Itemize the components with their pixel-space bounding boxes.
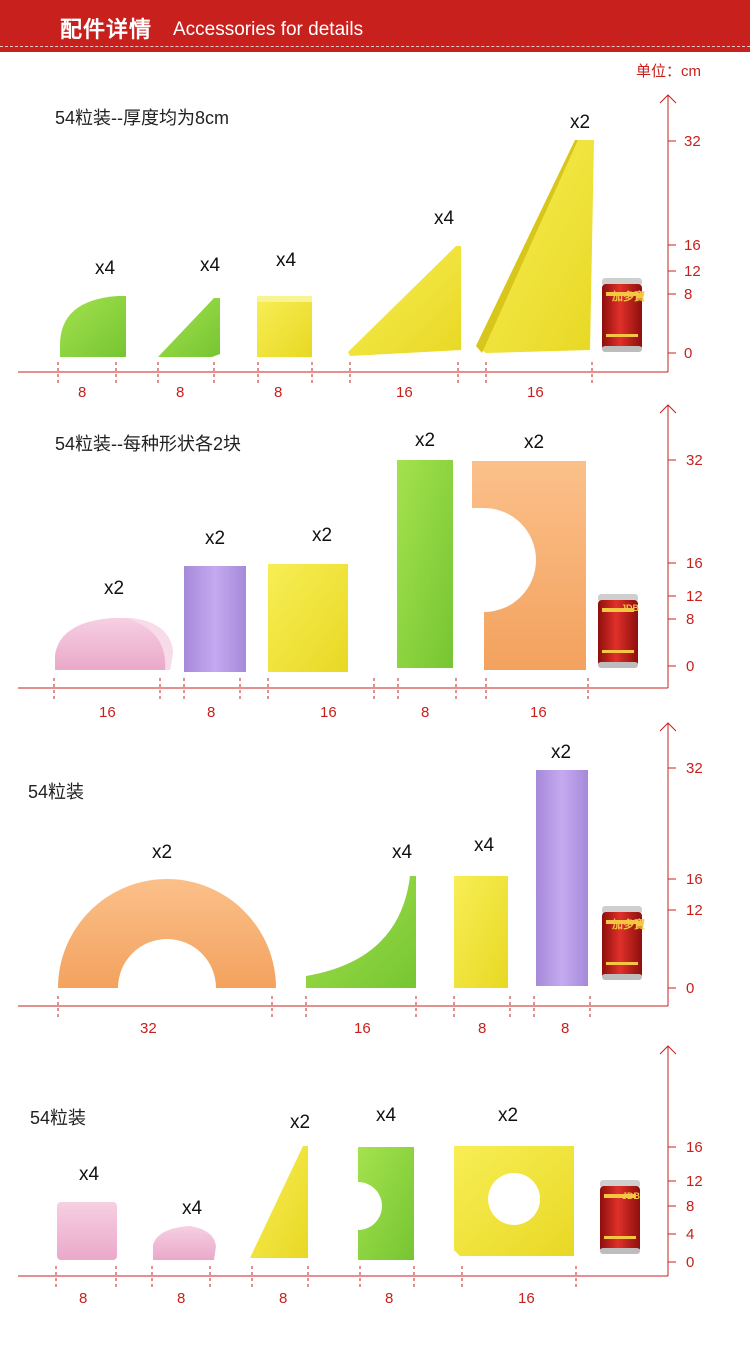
hole-cube-block xyxy=(454,1146,574,1256)
dimension-label: 32 xyxy=(140,1020,157,1037)
concave-ramp-block xyxy=(306,876,416,988)
can-brand-label: JDB xyxy=(622,1191,641,1201)
cylinder-block-yellow xyxy=(454,876,508,988)
header-dashed-divider xyxy=(0,46,750,47)
quantity-label: x4 xyxy=(182,1198,203,1219)
section-title: 54粒装--每种形状各2块 xyxy=(55,434,242,454)
quarter-round-block xyxy=(60,296,126,357)
scale-tick-label: 16 xyxy=(686,1139,703,1156)
scale-tick-label: 32 xyxy=(686,760,703,777)
section-title: 54粒装 xyxy=(30,1108,87,1128)
cube-block xyxy=(257,296,312,357)
arrow-up-icon xyxy=(659,404,677,414)
quantity-label: x2 xyxy=(312,525,333,546)
section-3-artwork xyxy=(18,722,677,1020)
dimension-label: 16 xyxy=(396,384,413,401)
notched-block-green xyxy=(358,1147,414,1260)
quantity-label: x2 xyxy=(570,112,591,133)
quantity-label: x2 xyxy=(524,432,545,453)
section-title: 54粒装--厚度均为8cm xyxy=(55,108,230,128)
arrow-up-icon xyxy=(659,1045,677,1055)
scale-tick-label: 32 xyxy=(686,452,703,469)
scale-tick-label: 0 xyxy=(686,658,695,675)
can-brand-label: 加多寶 xyxy=(612,919,645,931)
small-half-round-block xyxy=(153,1226,216,1260)
quantity-label: x2 xyxy=(290,1112,311,1133)
scale-tick-label: 12 xyxy=(686,902,703,919)
dimension-label: 8 xyxy=(78,384,87,401)
medium-triangle-block xyxy=(348,246,461,356)
dimension-label: 16 xyxy=(527,384,544,401)
quantity-label: x4 xyxy=(376,1105,397,1126)
quantity-label: x2 xyxy=(104,578,125,599)
scale-tick-label: 0 xyxy=(686,1254,695,1271)
dimension-label: 8 xyxy=(79,1290,88,1307)
dimension-label: 16 xyxy=(530,704,547,721)
dimension-label: 8 xyxy=(176,384,185,401)
can-brand-label: 加多寶 xyxy=(612,291,645,303)
quantity-label: x4 xyxy=(276,250,297,271)
scale-tick-label: 16 xyxy=(686,871,703,888)
rectangle-block-purple xyxy=(184,566,246,672)
quantity-label: x4 xyxy=(474,835,495,856)
section-title: 54粒装 xyxy=(28,782,85,802)
section-header-bar: 配件详情 Accessories for details xyxy=(0,0,750,52)
large-arch-block xyxy=(58,879,276,988)
unit-label: 单位：cm xyxy=(636,63,701,80)
can-brand-label: JDB xyxy=(621,603,640,613)
header-title-english: Accessories for details xyxy=(173,19,364,40)
half-round-block xyxy=(55,618,173,670)
quantity-label: x4 xyxy=(392,842,413,863)
dimension-label: 16 xyxy=(354,1020,371,1037)
scale-tick-label: 0 xyxy=(684,345,693,362)
scale-tick-label: 12 xyxy=(684,263,701,280)
arch-cutout-block xyxy=(472,461,586,670)
quantity-label: x2 xyxy=(205,528,226,549)
arrow-up-icon xyxy=(659,94,677,104)
arrow-up-icon xyxy=(659,722,677,732)
scale-tick-label: 8 xyxy=(684,286,693,303)
dimension-label: 16 xyxy=(99,704,116,721)
tall-rectangle-block-green xyxy=(397,460,453,668)
dimension-label: 16 xyxy=(320,704,337,721)
scale-tick-label: 16 xyxy=(686,555,703,572)
dimension-label: 8 xyxy=(177,1290,186,1307)
scale-tick-label: 16 xyxy=(684,237,701,254)
dimension-label: 8 xyxy=(478,1020,487,1037)
section-1-artwork xyxy=(18,94,677,384)
scale-tick-label: 8 xyxy=(686,1198,695,1215)
dimension-label: 8 xyxy=(385,1290,394,1307)
tall-cylinder-block-purple xyxy=(536,770,588,986)
quantity-label: x4 xyxy=(434,208,455,229)
section-2-artwork xyxy=(18,404,677,702)
pink-cylinder-block xyxy=(57,1202,117,1260)
right-triangle-block xyxy=(250,1146,308,1258)
small-triangle-block xyxy=(158,298,220,357)
square-block xyxy=(268,564,348,672)
dimension-label: 8 xyxy=(207,704,216,721)
dimension-label: 8 xyxy=(561,1020,570,1037)
section-4-artwork xyxy=(18,1045,677,1290)
header-title-chinese: 配件详情 xyxy=(60,17,153,42)
quantity-label: x2 xyxy=(415,430,436,451)
dimension-label: 8 xyxy=(421,704,430,721)
dimension-label: 8 xyxy=(274,384,283,401)
quantity-label: x2 xyxy=(498,1105,519,1126)
scale-tick-label: 4 xyxy=(686,1226,695,1243)
scale-tick-label: 0 xyxy=(686,980,695,997)
quantity-label: x2 xyxy=(152,842,173,863)
scale-tick-label: 12 xyxy=(686,588,703,605)
quantity-label: x4 xyxy=(95,258,116,279)
scale-tick-label: 12 xyxy=(686,1173,703,1190)
dimension-label: 8 xyxy=(279,1290,288,1307)
dimension-label: 16 xyxy=(518,1290,535,1307)
quantity-label: x4 xyxy=(79,1164,100,1185)
quantity-label: x2 xyxy=(551,742,572,763)
quantity-label: x4 xyxy=(200,255,221,276)
scale-tick-label: 32 xyxy=(684,133,701,150)
scale-tick-label: 8 xyxy=(686,611,695,628)
